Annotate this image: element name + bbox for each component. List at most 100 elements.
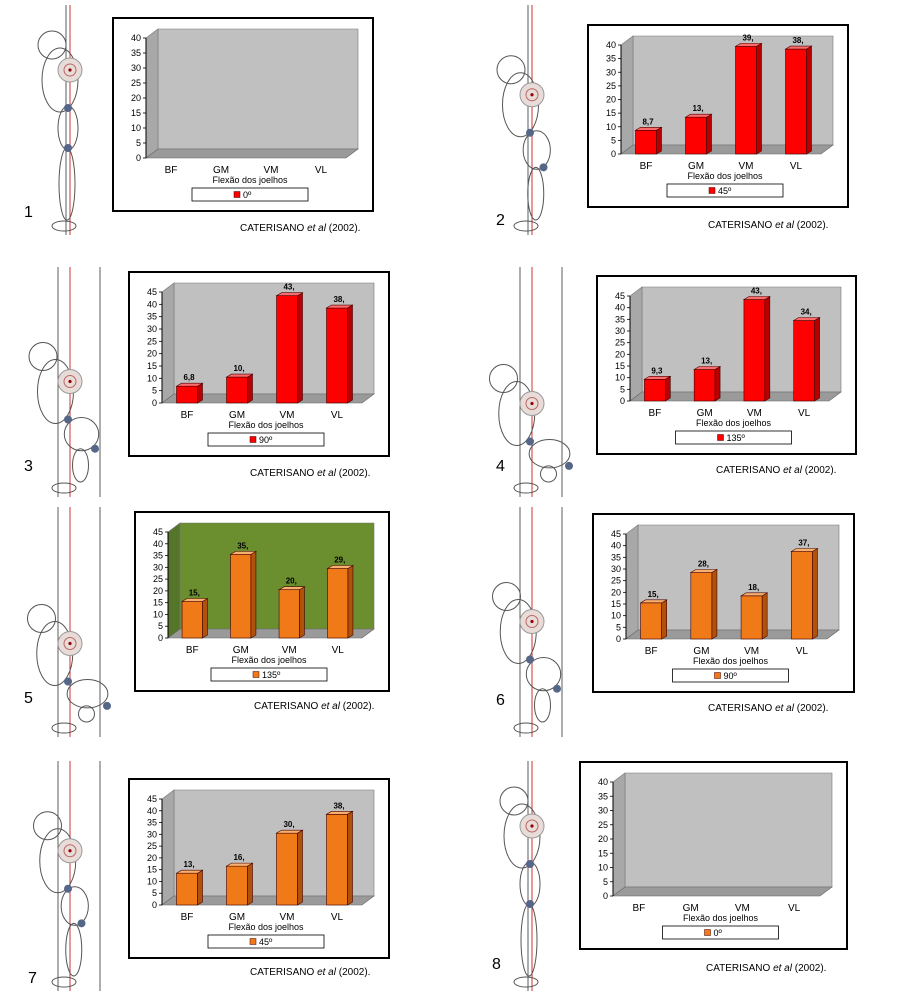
panel-7: 7 0 5 10 15 20 25 30 35 40 45 13, BF 16, GM 30, VM 38, VL… [0, 756, 462, 1007]
head-circle [33, 811, 62, 841]
bar-top [639, 599, 668, 604]
bar-side [197, 382, 203, 404]
x-category-label: BF [186, 645, 199, 656]
y-tick-label: 10 [153, 609, 163, 619]
panel-number: 4 [496, 458, 505, 475]
x-axis-title: Flexão dos joelhos [683, 913, 759, 923]
y-tick-label: 15 [153, 598, 163, 608]
x-category-label: BF [181, 410, 194, 421]
chart-frame: 0 5 10 15 20 25 30 35 40 45 15, BF 28, GM 18, VM 37, VL Fl… [592, 513, 855, 693]
y-tick-label: 0 [620, 396, 625, 406]
legend-swatch [249, 436, 257, 443]
squat-figure-drawing [499, 761, 545, 991]
knee-joint [103, 701, 111, 710]
bar-front [793, 320, 815, 402]
y-tick-label: 35 [611, 552, 621, 562]
panel-number: 8 [492, 956, 501, 973]
chart-frame: 0 5 10 15 20 25 30 35 40 45 13, BF 16, GM 30, VM 38, VL Fl… [128, 778, 390, 959]
y-tick-label: 20 [131, 93, 141, 103]
plot-side-wall [145, 28, 159, 159]
squat-figure-drawing [27, 507, 111, 737]
y-tick-label: 25 [615, 338, 625, 348]
torso-ellipse [41, 47, 79, 113]
bar-front [327, 568, 349, 639]
bar-value-label: 13, [701, 357, 712, 366]
bar-side [347, 810, 353, 906]
squat-figure-drawing [33, 761, 101, 991]
hip-joint [526, 655, 534, 664]
x-category-label: VL [788, 903, 801, 914]
y-tick-label: 45 [615, 291, 625, 301]
y-tick-label: 35 [153, 551, 163, 561]
y-tick-label: 40 [131, 33, 141, 43]
bar-side [347, 564, 354, 639]
y-tick-label: 5 [616, 622, 621, 632]
bar-side [761, 592, 768, 640]
bar-front [743, 299, 766, 402]
knee-joint [91, 444, 99, 453]
y-tick-label: 40 [153, 539, 163, 549]
bar-top [325, 304, 354, 309]
x-category-label: GM [688, 161, 704, 172]
citation: CATERISANO et al (2002). [240, 223, 361, 234]
y-tick-label: 30 [147, 829, 157, 839]
y-tick-label: 30 [606, 67, 616, 77]
plot-side-wall [612, 772, 626, 897]
hip-joint [526, 860, 534, 868]
panel-number: 5 [24, 690, 33, 707]
foot-ellipse [513, 482, 539, 494]
plot-side-wall [620, 35, 634, 155]
squat-figure-1 [20, 0, 130, 240]
plot-side-wall [161, 789, 175, 906]
y-tick-label: 35 [147, 818, 157, 828]
bar-front [635, 129, 657, 155]
knee-joint [553, 684, 561, 693]
y-tick-label: 45 [147, 794, 157, 804]
y-tick-label: 40 [147, 299, 157, 309]
chart-frame: 0 5 10 15 20 25 30 35 40 BF GM VM VL Flexão dos joelh… [112, 17, 374, 212]
y-tick-label: 5 [152, 888, 157, 898]
bar-front [785, 48, 807, 155]
bar-side [661, 599, 667, 640]
panel-number: 3 [24, 458, 33, 475]
citation: CATERISANO et al (2002). [716, 465, 837, 476]
y-tick-label: 25 [611, 576, 621, 586]
legend-box [672, 668, 789, 683]
shin-ellipse [540, 465, 557, 483]
legend-label: 0º [243, 190, 252, 200]
barbell-center [68, 68, 72, 72]
bar-side [812, 547, 818, 640]
x-category-label: VL [331, 410, 344, 421]
bar-top [734, 43, 763, 47]
x-category-label: GM [693, 646, 709, 657]
thigh-ellipse [519, 861, 541, 907]
bar-value-label: 34, [801, 308, 812, 317]
squat-figure-drawing [489, 267, 573, 497]
bar-chart-7: 05101520253035404513,BF16,GM30,VM38,VLFl… [147, 789, 375, 949]
legend-box [662, 925, 779, 940]
x-axis-title: Flexão dos joelhos [687, 171, 763, 181]
y-tick-label: 20 [598, 834, 608, 844]
bar-side [247, 862, 253, 906]
torso-ellipse [503, 803, 541, 869]
y-tick-label: 40 [606, 40, 616, 50]
panel-1: 1 0 5 10 15 20 25 30 35 40 BF GM VM VL Flexão dos joe… [0, 0, 462, 251]
bar-value-label: 15, [189, 588, 200, 597]
bar-chart-3: 0 5 10 15 20 25 30 35 40 45 6,8 BF 10, GM 43, VM 38, VL Fl… [147, 282, 375, 447]
legend-label: 135º [727, 433, 746, 443]
squat-figure-6 [482, 502, 592, 742]
hip-joint [64, 415, 72, 424]
bar-front [791, 551, 813, 640]
y-tick-label: 20 [153, 586, 163, 596]
y-tick-label: 15 [598, 848, 608, 858]
bar-side [197, 869, 203, 906]
bar-top [225, 373, 254, 378]
bar-front [226, 865, 248, 906]
y-tick-label: 20 [615, 349, 625, 359]
barbell-plate-ring [525, 615, 539, 628]
bar-side [806, 45, 812, 155]
hip-joint [526, 128, 534, 137]
y-tick-label: 10 [147, 876, 157, 886]
panel-4: 4 0 5 10 15 20 25 30 35 40 45 9,3 BF 13, GM 43, VM 34, VL… [462, 262, 924, 513]
bar-front [735, 46, 757, 155]
